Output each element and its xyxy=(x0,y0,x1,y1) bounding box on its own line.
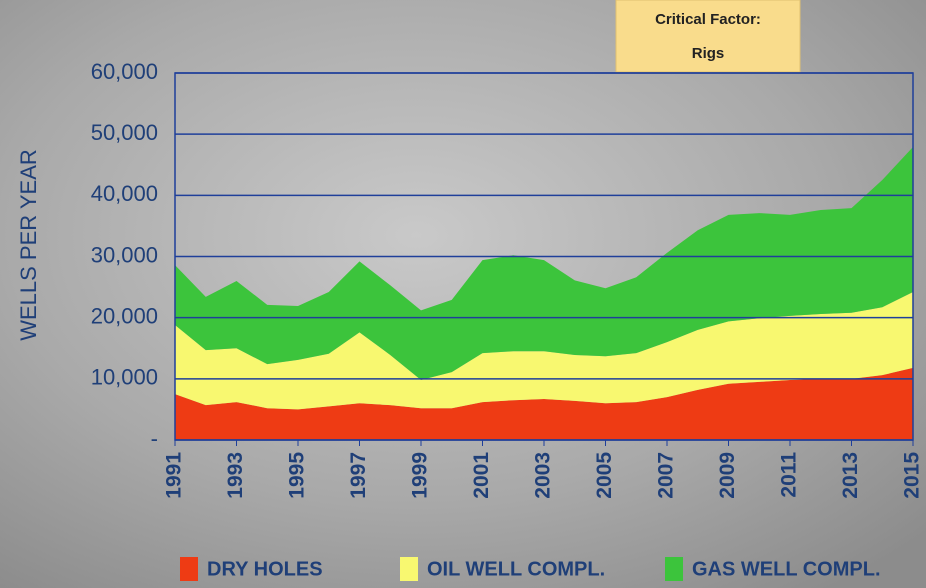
y-tick-label: 60,000 xyxy=(91,59,158,84)
annotation-text: Rigs xyxy=(692,45,725,62)
x-tick-label: 2003 xyxy=(532,452,555,499)
x-tick-label: 1993 xyxy=(224,452,247,499)
x-tick-label: 2005 xyxy=(593,452,616,499)
x-tick-label: 2009 xyxy=(716,452,739,499)
legend-swatch xyxy=(400,557,418,581)
annotation-box xyxy=(615,0,801,73)
legend-label: DRY HOLES xyxy=(207,558,323,580)
x-tick-label: 1995 xyxy=(286,452,309,499)
y-tick-label: 10,000 xyxy=(91,365,158,390)
x-tick-label: 2011 xyxy=(778,452,801,498)
area xyxy=(175,147,913,381)
y-tick-label: 30,000 xyxy=(91,242,158,267)
x-tick-label: 2013 xyxy=(839,452,862,499)
annotation-title: Critical Factor: xyxy=(655,11,761,28)
x-tick-label: 1991 xyxy=(163,452,186,499)
legend-swatch xyxy=(665,557,683,581)
y-tick-label: 20,000 xyxy=(91,303,158,328)
y-tick-label: 50,000 xyxy=(91,120,158,145)
y-tick-label: 40,000 xyxy=(91,181,158,206)
x-tick-label: 2015 xyxy=(901,452,924,499)
legend-swatch xyxy=(180,557,198,581)
x-tick-label: 1999 xyxy=(409,452,432,499)
y-tick-label: - xyxy=(151,426,158,451)
legend-label: OIL WELL COMPL. xyxy=(427,558,605,580)
x-tick-label: 1997 xyxy=(347,452,370,499)
area xyxy=(175,367,913,440)
legend-label: GAS WELL COMPL. xyxy=(692,558,881,580)
x-tick-label: 2007 xyxy=(655,452,678,499)
x-tick-label: 2001 xyxy=(470,452,493,499)
y-axis-label: WELLS PER YEAR xyxy=(16,149,41,341)
